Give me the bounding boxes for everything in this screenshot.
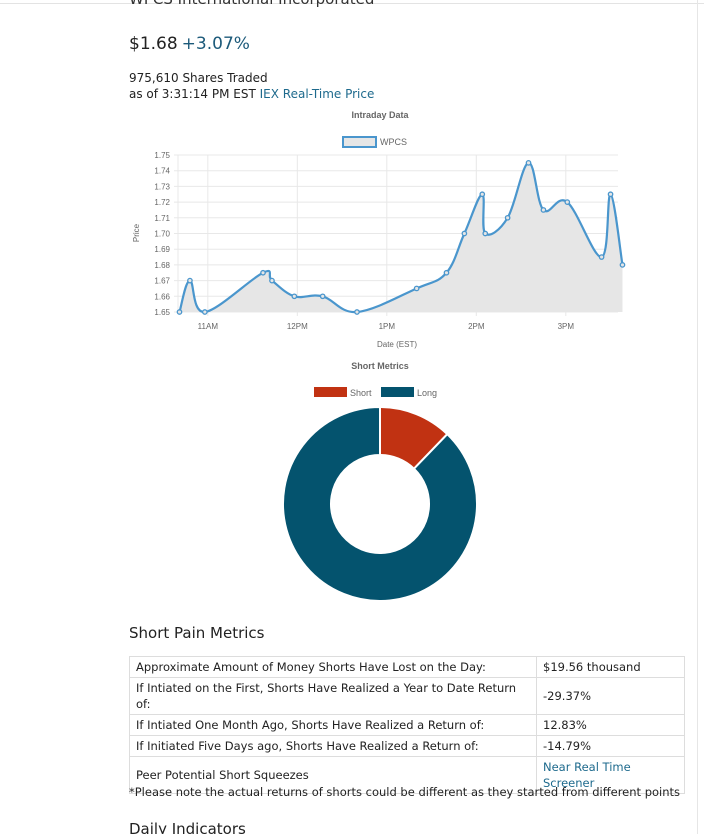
- as-of-time: as of 3:31:14 PM EST: [129, 87, 256, 101]
- price-change: +3.07%: [181, 34, 250, 54]
- price-point: [319, 293, 326, 300]
- price-point: [482, 230, 489, 237]
- metric-label: If Intiated One Month Ago, Shorts Have R…: [129, 714, 537, 736]
- price-point: [291, 293, 298, 300]
- x-tick-label: 11AM: [198, 322, 219, 331]
- x-tick-label: 1PM: [379, 322, 396, 331]
- y-tick-label: 1.72: [154, 198, 170, 207]
- legend-swatch-short[interactable]: [314, 387, 347, 397]
- x-tick-label: 2PM: [468, 322, 485, 331]
- legend-label-long: Long: [417, 388, 437, 398]
- price-point: [413, 285, 420, 292]
- short-metrics-title: Short Metrics: [351, 361, 409, 371]
- price-point: [176, 309, 183, 315]
- current-price: $1.68: [129, 34, 178, 54]
- y-tick-label: 1.74: [154, 167, 170, 176]
- price-point: [540, 207, 547, 213]
- price-point: [598, 254, 605, 260]
- y-tick-label: 1.75: [154, 151, 170, 160]
- table-row: If Initiated Five Days ago, Shorts Have …: [129, 735, 685, 757]
- short-metrics-chart: Short Metrics Short Long: [282, 361, 478, 602]
- y-tick-label: 1.71: [154, 214, 170, 223]
- legend-label-short: Short: [350, 388, 372, 398]
- legend-label-wpcs: WPCS: [380, 137, 407, 147]
- legend-swatch-long[interactable]: [381, 387, 414, 397]
- price-line: $1.68 +3.07%: [129, 34, 250, 54]
- returns-note: *Please note the actual returns of short…: [129, 785, 681, 799]
- price-point: [564, 199, 571, 205]
- y-axis-label: Price: [132, 223, 141, 242]
- shares-traded: 975,610 Shares Traded: [129, 71, 268, 85]
- price-point: [479, 191, 486, 198]
- charts-canvas: Intraday Data WPCS 1.75 1.74 1.73 1.72 1.71 1…: [132, 110, 626, 602]
- doughnut-slices: [282, 405, 478, 602]
- price-point: [187, 277, 193, 284]
- price-area: [179, 162, 623, 313]
- metric-value: $19.56 thousand: [536, 656, 685, 678]
- price-points: [176, 160, 626, 315]
- metric-label: If Initiated Five Days ago, Shorts Have …: [129, 735, 537, 757]
- daily-indicators-title: Daily Indicators: [129, 820, 246, 834]
- metric-value: Near Real Time Screener: [536, 756, 685, 794]
- price-point: [504, 214, 511, 221]
- table-row: Peer Potential Short Squeezes Near Real …: [129, 756, 685, 794]
- short-pain-title: Short Pain Metrics: [129, 624, 265, 642]
- company-title: WPCS International Incorporated: [129, 0, 374, 8]
- metric-label: Approximate Amount of Money Shorts Have …: [129, 656, 537, 678]
- price-point: [201, 309, 208, 315]
- iex-price-link[interactable]: IEX Real-Time Price: [259, 87, 375, 101]
- y-tick-label: 1.67: [154, 277, 170, 286]
- price-point: [619, 262, 626, 268]
- price-point: [354, 309, 360, 315]
- intraday-chart: Intraday Data WPCS 1.75 1.74 1.73 1.72 1.71 1…: [132, 110, 626, 349]
- as-of-line: as of 3:31:14 PM EST IEX Real-Time Price: [129, 86, 374, 102]
- metric-value: 12.83%: [536, 714, 685, 736]
- metric-label: If Intiated on the First, Shorts Have Re…: [129, 677, 537, 715]
- x-tick-label: 12PM: [287, 322, 308, 331]
- shares-info: 975,610 Shares Traded as of 3:31:14 PM E…: [129, 70, 374, 102]
- table-row: If Intiated on the First, Shorts Have Re…: [129, 677, 685, 715]
- price-point: [443, 269, 450, 276]
- y-tick-label: 1.69: [154, 245, 170, 254]
- price-point: [525, 160, 532, 166]
- y-tick-label: 1.65: [154, 308, 170, 317]
- metric-label: Peer Potential Short Squeezes: [129, 756, 537, 794]
- price-point: [269, 277, 275, 284]
- slice-long: [282, 405, 478, 602]
- price-point: [607, 191, 614, 198]
- table-row: Approximate Amount of Money Shorts Have …: [129, 656, 685, 678]
- x-axis-label: Date (EST): [377, 340, 417, 349]
- x-tick-label: 3PM: [558, 322, 575, 331]
- intraday-chart-title: Intraday Data: [351, 110, 409, 120]
- y-tick-label: 1.70: [154, 230, 170, 239]
- y-tick-label: 1.68: [154, 261, 170, 270]
- legend-swatch-wpcs[interactable]: [342, 136, 377, 148]
- page-right-border: [697, 0, 698, 834]
- metric-value: -14.79%: [536, 735, 685, 757]
- screener-link[interactable]: Near Real Time Screener: [543, 760, 631, 790]
- short-pain-table: Approximate Amount of Money Shorts Have …: [129, 656, 685, 794]
- y-tick-label: 1.73: [154, 182, 170, 191]
- y-tick-label: 1.66: [154, 292, 170, 301]
- price-point: [461, 230, 468, 237]
- price-point: [260, 269, 266, 276]
- metric-value: -29.37%: [536, 677, 685, 715]
- table-row: If Intiated One Month Ago, Shorts Have R…: [129, 714, 685, 736]
- top-divider: [0, 0, 704, 4]
